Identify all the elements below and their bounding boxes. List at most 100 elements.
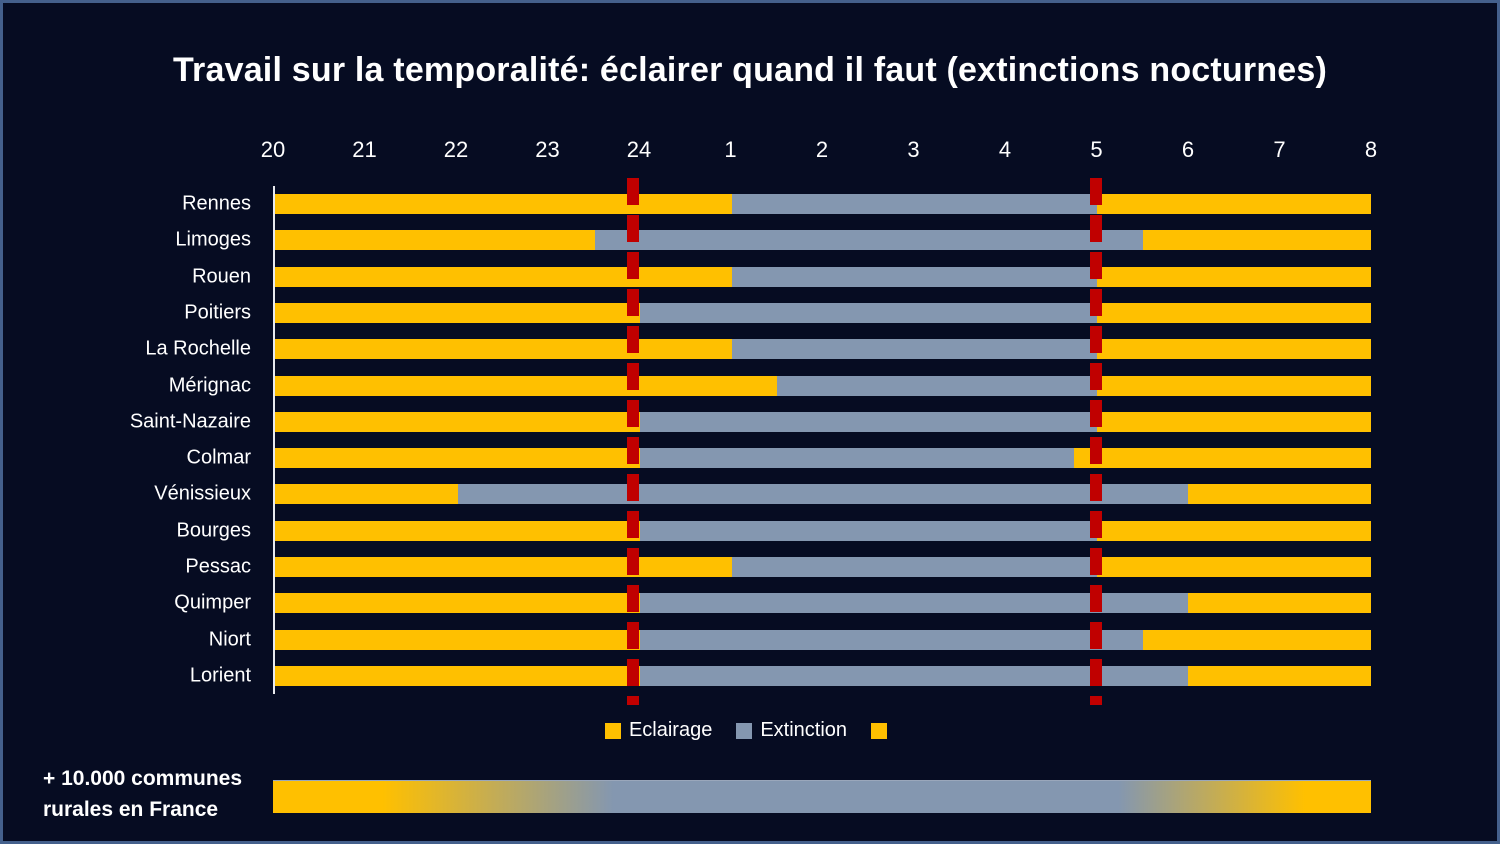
- city-bar: [275, 448, 1371, 469]
- bar-segment-eclairage-after: [1096, 411, 1371, 432]
- bar-segment-eclairage-before: [275, 484, 458, 505]
- footer-note: + 10.000 communes rurales en France: [43, 763, 242, 825]
- city-label: Vénissieux: [154, 482, 251, 505]
- city-label: Quimper: [174, 591, 251, 614]
- city-row: Colmar: [187, 447, 1371, 469]
- x-axis-tick: 4: [998, 137, 1012, 162]
- city-bar: [275, 411, 1371, 432]
- x-axis-tick: 21: [352, 137, 377, 162]
- city-row: Rennes: [182, 193, 1371, 215]
- x-axis-tick: 3: [907, 137, 920, 162]
- legend-item: [871, 722, 895, 739]
- city-row: Niort: [209, 628, 1371, 650]
- city-row: Vénissieux: [154, 483, 1371, 505]
- x-axis-tick: 5: [1090, 137, 1103, 162]
- bar-segment-eclairage-after: [1074, 448, 1371, 469]
- x-axis-tick: 1: [724, 137, 737, 162]
- city-row: Mérignac: [169, 374, 1371, 396]
- x-axis-tick: 23: [535, 137, 560, 162]
- bar-segment-extinction: [731, 266, 1097, 287]
- city-label: Lorient: [189, 664, 251, 687]
- bar-segment-extinction: [731, 557, 1097, 577]
- city-row: Poitiers: [184, 301, 1371, 323]
- city-row: Bourges: [177, 519, 1371, 541]
- legend-item: Extinction: [736, 719, 847, 742]
- x-axis-tick: 2: [815, 137, 829, 162]
- reference-line-midnight: [627, 178, 640, 705]
- bar-segment-eclairage-after: [1096, 520, 1371, 541]
- city-bar: [275, 557, 1371, 577]
- city-row: Pessac: [185, 556, 1371, 578]
- bar-segment-eclairage-after: [1096, 557, 1371, 577]
- bar-segment-eclairage-before: [275, 194, 732, 214]
- city-bar: [275, 339, 1371, 360]
- city-label: Bourges: [176, 519, 252, 542]
- city-row: Limoges: [175, 229, 1371, 251]
- legend-swatch-icon: [736, 722, 753, 739]
- bar-segment-extinction: [731, 194, 1097, 214]
- city-bar: [275, 266, 1371, 287]
- x-axis: 20 21 22 23 24 1 2 3 4 5 6 7 8: [261, 137, 1377, 167]
- bar-segment-extinction: [731, 339, 1097, 360]
- city-row: La Rochelle: [145, 338, 1371, 360]
- bar-segment-extinction: [640, 448, 1075, 469]
- city-label: Rennes: [182, 192, 251, 215]
- city-bar: [275, 629, 1371, 650]
- city-bar: [275, 375, 1371, 396]
- bar-segment-eclairage-before: [275, 520, 641, 541]
- footer-note-line1: + 10.000 communes: [43, 767, 243, 790]
- city-bar: [275, 484, 1371, 505]
- city-label: Rouen: [192, 265, 251, 288]
- x-axis-tick: 24: [626, 137, 652, 162]
- city-row: Rouen: [192, 265, 1371, 287]
- legend-label: Eclairage: [628, 719, 713, 741]
- city-bar: [275, 665, 1371, 686]
- city-bar: [275, 593, 1371, 614]
- bar-segment-extinction: [777, 375, 1097, 396]
- city-bar: [275, 194, 1371, 214]
- x-axis-tick: 8: [1364, 137, 1378, 162]
- bar-segment-eclairage-after: [1188, 665, 1371, 686]
- city-label: La Rochelle: [145, 337, 251, 360]
- bar-segment-eclairage-before: [275, 266, 732, 287]
- bar-segment-eclairage-before: [275, 375, 778, 396]
- bar-segment-eclairage-before: [275, 411, 641, 432]
- bar-segment-eclairage-after: [1188, 593, 1371, 614]
- bar-segment-eclairage-before: [275, 593, 641, 614]
- legend-item: Eclairage: [604, 719, 713, 742]
- bar-segment-eclairage-after: [1096, 339, 1371, 360]
- bar-segment-extinction: [640, 411, 1097, 432]
- bar-segment-eclairage-before: [275, 557, 732, 577]
- chart-title: Travail sur la temporalité: éclairer qua…: [172, 51, 1328, 89]
- city-bar: [275, 230, 1371, 251]
- footer-gradient-bar: [273, 780, 1371, 813]
- y-axis-line: [273, 186, 275, 694]
- x-axis-tick: 20: [260, 137, 286, 162]
- legend: Eclairage Extinction: [3, 719, 1497, 742]
- city-label: Colmar: [186, 446, 251, 469]
- bar-segment-eclairage-after: [1188, 484, 1371, 505]
- x-axis-tick: 6: [1181, 137, 1195, 162]
- bar-segment-eclairage-before: [275, 230, 595, 251]
- bar-segment-extinction: [640, 629, 1143, 650]
- city-bar: [275, 520, 1371, 541]
- footer-note-line2: rurales en France: [43, 798, 219, 821]
- plot-area: Rennes Limoges Rouen Poitiers La Rochell…: [130, 178, 1371, 705]
- bar-segment-eclairage-after: [1096, 266, 1371, 287]
- legend-swatch-icon: [604, 722, 621, 739]
- city-label: Mérignac: [168, 374, 251, 396]
- x-axis-tick: 22: [443, 137, 469, 162]
- city-row: Quimper: [174, 592, 1371, 614]
- bar-segment-extinction: [640, 302, 1097, 323]
- bar-segment-eclairage-before: [275, 665, 641, 686]
- bar-segment-eclairage-before: [275, 302, 641, 323]
- bar-segment-eclairage-before: [275, 448, 641, 469]
- bar-segment-eclairage-before: [275, 629, 641, 650]
- bar-segment-extinction: [640, 520, 1097, 541]
- bar-segment-eclairage-after: [1096, 194, 1371, 214]
- bar-segment-extinction: [640, 593, 1189, 614]
- x-axis-tick: 7: [1273, 137, 1286, 162]
- city-row: Lorient: [190, 664, 1371, 686]
- city-bar: [275, 302, 1371, 323]
